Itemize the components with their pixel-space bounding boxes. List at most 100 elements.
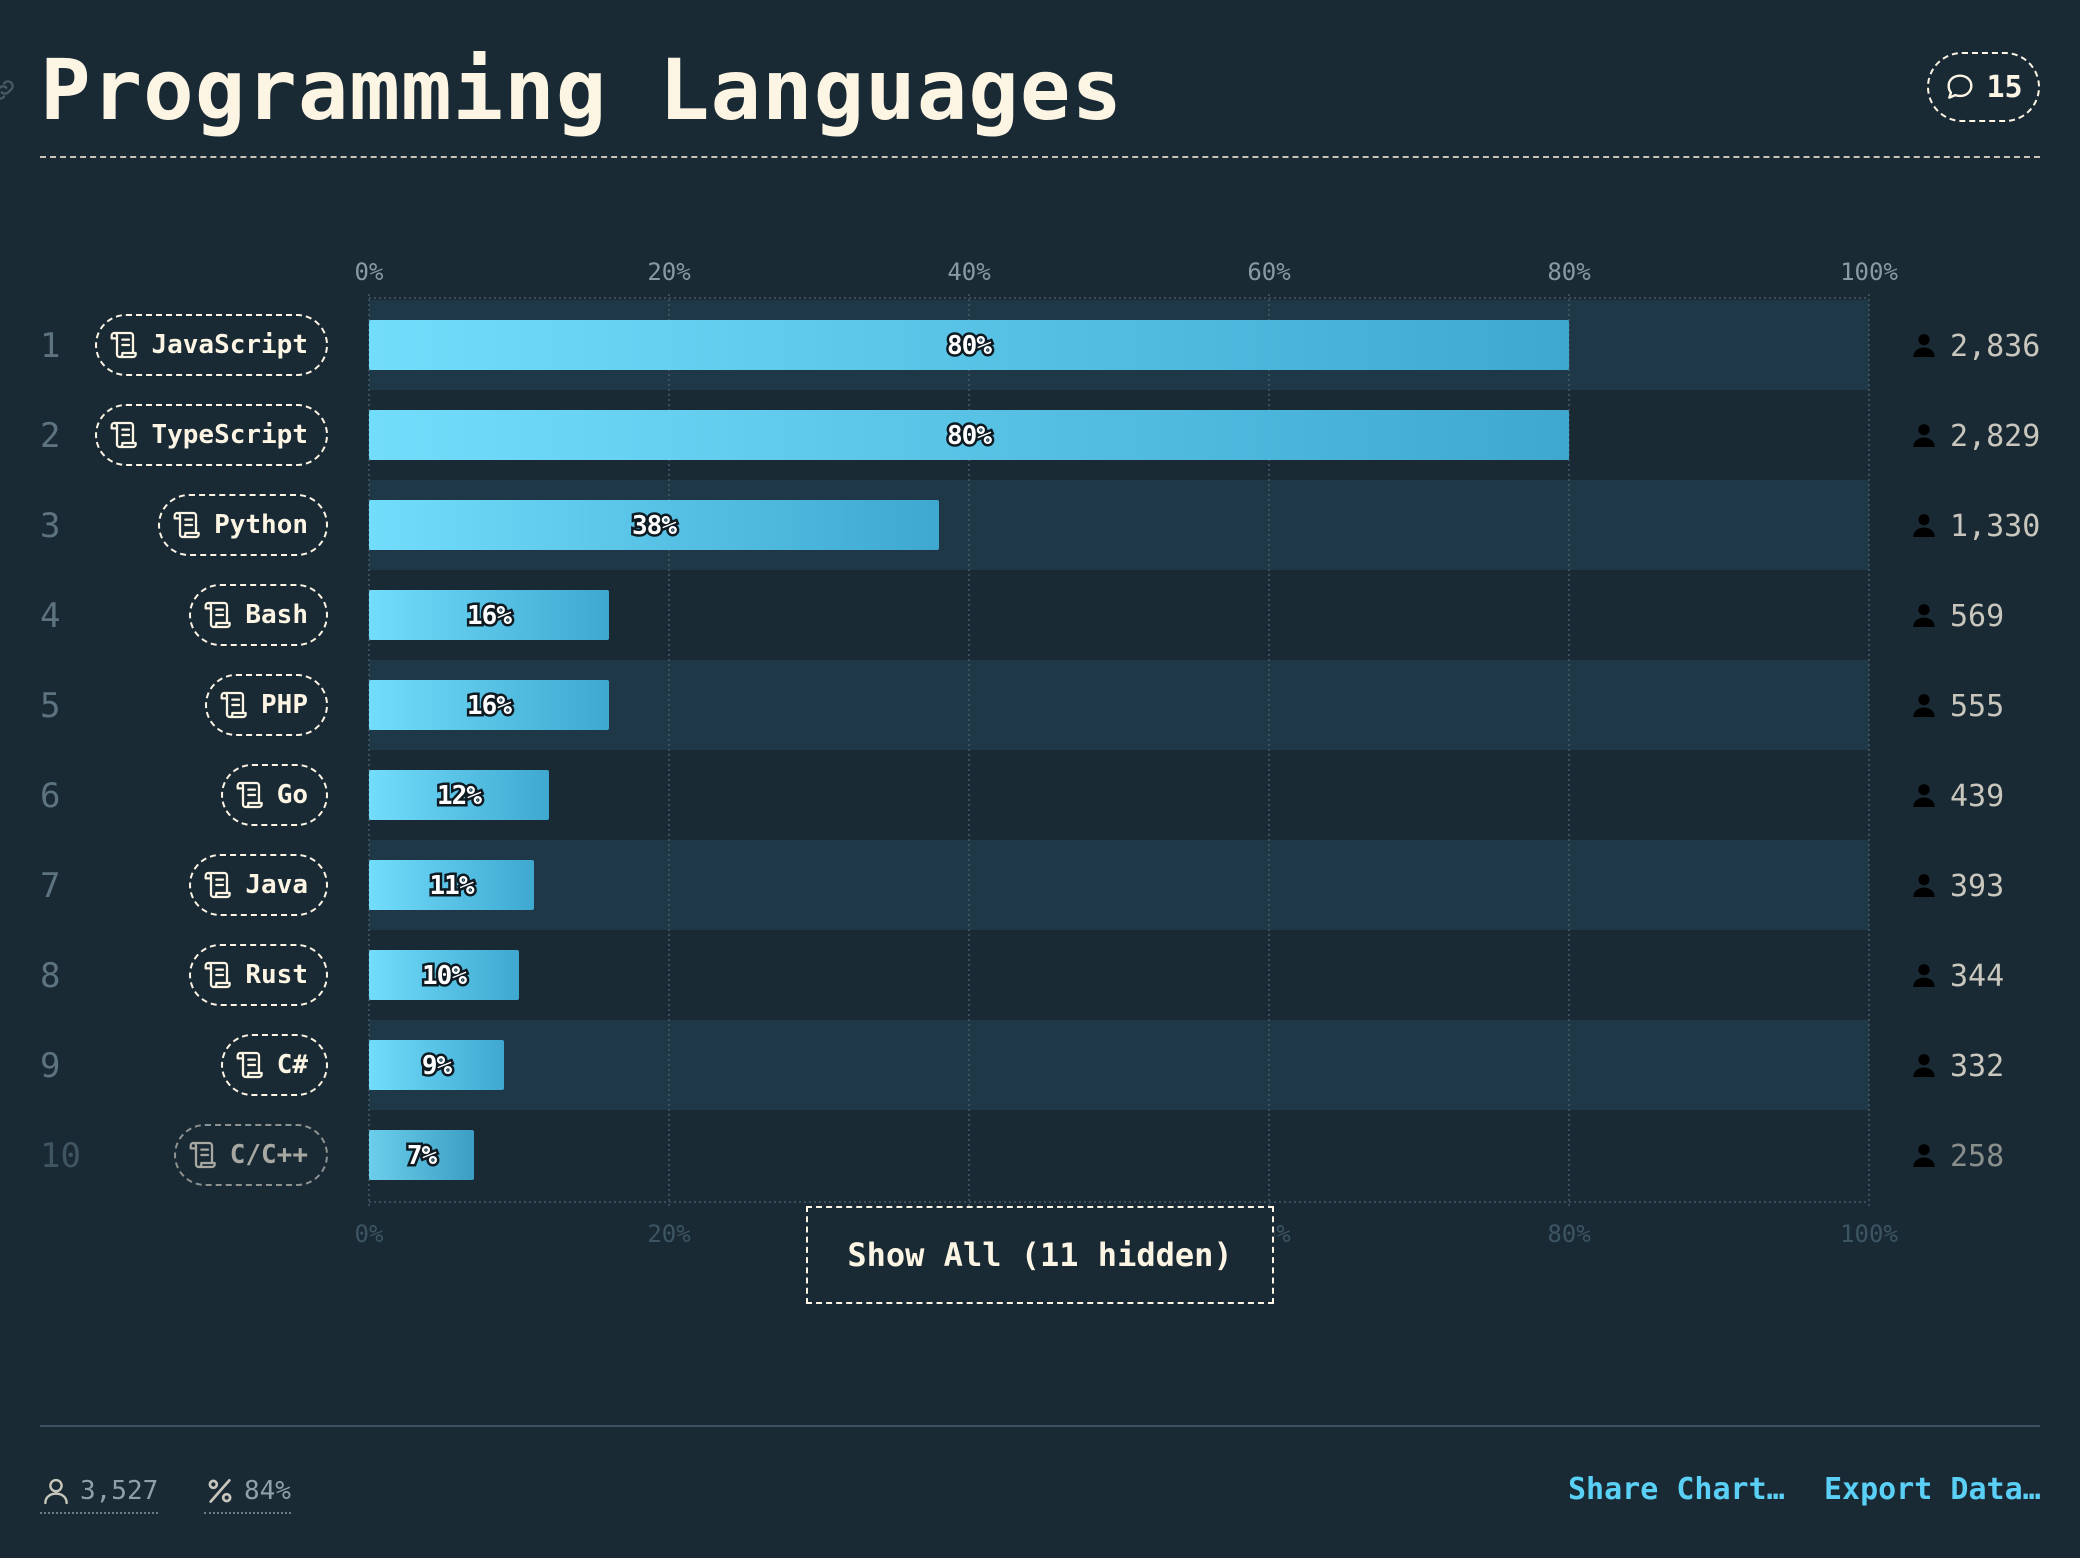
- link-icon[interactable]: [0, 76, 18, 104]
- language-label[interactable]: C/C++: [173, 1124, 328, 1186]
- export-data-link[interactable]: Export Data…: [1824, 1472, 2041, 1507]
- language-label[interactable]: JavaScript: [95, 314, 328, 376]
- language-name: Bash: [245, 600, 308, 630]
- language-label[interactable]: PHP: [205, 674, 328, 736]
- total-respondents-stat[interactable]: 3,527: [40, 1472, 159, 1514]
- rank-number: 5: [40, 686, 60, 726]
- respondent-count: [1913, 514, 1935, 537]
- user-icon: [1913, 604, 1935, 627]
- percent-icon: [208, 1479, 232, 1503]
- scroll-icon: [236, 1051, 263, 1079]
- language-label[interactable]: TypeScript: [95, 404, 328, 466]
- respondent-count-value: 555: [1950, 689, 2004, 724]
- respondent-count-value: 2,836: [1950, 329, 2040, 364]
- rank-number: 9: [40, 1046, 60, 1086]
- bar-value-label: 80%: [947, 331, 992, 361]
- share-chart-link[interactable]: Share Chart…: [1568, 1472, 1785, 1507]
- respondent-count-value: 569: [1950, 599, 2004, 634]
- user-icon: [1913, 334, 1935, 357]
- total-respondents-value: 3,527: [80, 1476, 159, 1506]
- respondent-count: [1913, 334, 1935, 357]
- user-icon: [1913, 514, 1935, 537]
- x-tick-label-bottom: 20%: [647, 1220, 691, 1248]
- respondent-count-value: 258: [1950, 1139, 2004, 1174]
- bar: [369, 860, 534, 910]
- rank-number: 10: [40, 1136, 81, 1176]
- bar: [369, 320, 1569, 370]
- bar-value-label: 9%: [422, 1051, 453, 1081]
- bar: [369, 1130, 474, 1180]
- rank-number: 2: [40, 416, 60, 456]
- language-name: PHP: [261, 690, 308, 720]
- scroll-icon: [204, 601, 232, 629]
- user-icon: [1913, 424, 1935, 447]
- scroll-icon: [204, 871, 232, 899]
- bar-value-label: 16%: [467, 691, 512, 721]
- x-tick-label-top: 0%: [355, 258, 384, 286]
- bar: [369, 410, 1569, 460]
- language-name: TypeScript: [151, 420, 308, 450]
- language-label[interactable]: Rust: [189, 944, 328, 1006]
- show-all-button[interactable]: Show All (11 hidden): [806, 1206, 1274, 1304]
- bar-value-label: 16%: [467, 601, 512, 631]
- language-label[interactable]: Bash: [189, 584, 328, 646]
- language-name: C/C++: [229, 1140, 308, 1170]
- language-name: JavaScript: [151, 330, 308, 360]
- respondent-count-value: 332: [1950, 1049, 2004, 1084]
- comments-button[interactable]: 15: [1927, 52, 2040, 122]
- scroll-icon: [189, 1141, 216, 1169]
- respondent-count: [1913, 424, 1935, 447]
- bar: [369, 680, 609, 730]
- rank-number: 7: [40, 866, 60, 906]
- header-divider: [40, 156, 2040, 158]
- respondent-count: [1913, 784, 1935, 807]
- bar: [369, 1040, 504, 1090]
- page-title: Programming Languages: [40, 41, 1124, 139]
- bar-value-label: 7%: [407, 1141, 438, 1171]
- x-tick-label-bottom: 100%: [1840, 1220, 1898, 1248]
- rank-number: 8: [40, 956, 60, 996]
- scroll-icon: [220, 691, 247, 719]
- user-icon: [1913, 694, 1935, 717]
- user-icon: [1913, 1054, 1935, 1077]
- comment-count: 15: [1986, 69, 2023, 105]
- rank-number: 1: [40, 326, 60, 366]
- respondent-count-value: 1,330: [1950, 509, 2040, 544]
- language-name: Java: [245, 870, 308, 900]
- x-tick-label-top: 20%: [647, 258, 691, 286]
- rank-number: 6: [40, 776, 60, 816]
- language-label[interactable]: Go: [220, 764, 328, 826]
- footer-divider: [40, 1425, 2040, 1427]
- respondent-count: [1913, 874, 1935, 897]
- respondent-count-value: 393: [1950, 869, 2004, 904]
- respondent-count: [1913, 1054, 1935, 1077]
- scroll-icon: [110, 331, 138, 359]
- speech-bubble-icon: [1947, 74, 1973, 99]
- scroll-icon: [110, 421, 138, 449]
- x-tick-label-top: 100%: [1840, 258, 1898, 286]
- rank-number: 3: [40, 506, 60, 546]
- percent-stat[interactable]: 84%: [204, 1472, 291, 1514]
- respondent-count-value: 439: [1950, 779, 2004, 814]
- percent-stat-value: 84%: [244, 1476, 291, 1506]
- user-icon: [1913, 964, 1935, 987]
- user-icon: [1913, 784, 1935, 807]
- bar: [369, 770, 549, 820]
- x-tick-label-bottom: 0%: [355, 1220, 384, 1248]
- scroll-icon: [173, 511, 200, 539]
- language-label[interactable]: C#: [220, 1034, 328, 1096]
- respondent-count: [1913, 964, 1935, 987]
- language-label[interactable]: Java: [189, 854, 328, 916]
- respondent-count: [1913, 604, 1935, 627]
- language-name: Go: [276, 780, 308, 810]
- user-icon: [1913, 874, 1935, 897]
- user-icon: [1913, 1144, 1935, 1167]
- user-icon: [44, 1478, 68, 1505]
- language-label[interactable]: Python: [158, 494, 328, 556]
- respondent-count: [1913, 1144, 1935, 1167]
- row-band: [369, 1020, 1869, 1110]
- row-band: [369, 840, 1869, 930]
- x-tick-label-top: 40%: [947, 258, 991, 286]
- bar-value-label: 38%: [632, 511, 677, 541]
